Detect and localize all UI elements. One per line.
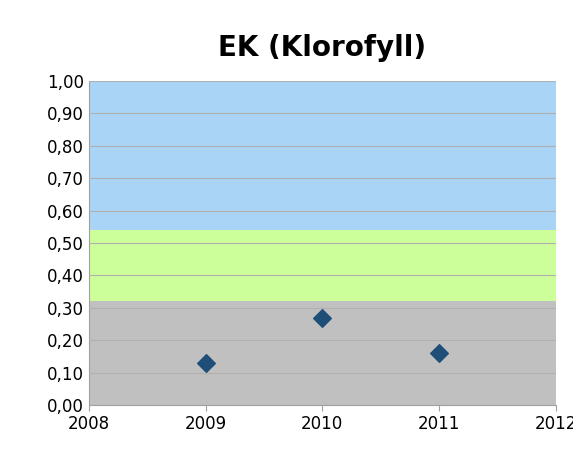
Title: EK (Klorofyll): EK (Klorofyll)	[218, 34, 426, 62]
Bar	[89, 81, 556, 230]
Point	[201, 359, 210, 366]
Bar	[89, 230, 556, 302]
Point	[317, 314, 327, 321]
Bar	[89, 302, 556, 405]
Point	[434, 350, 444, 357]
